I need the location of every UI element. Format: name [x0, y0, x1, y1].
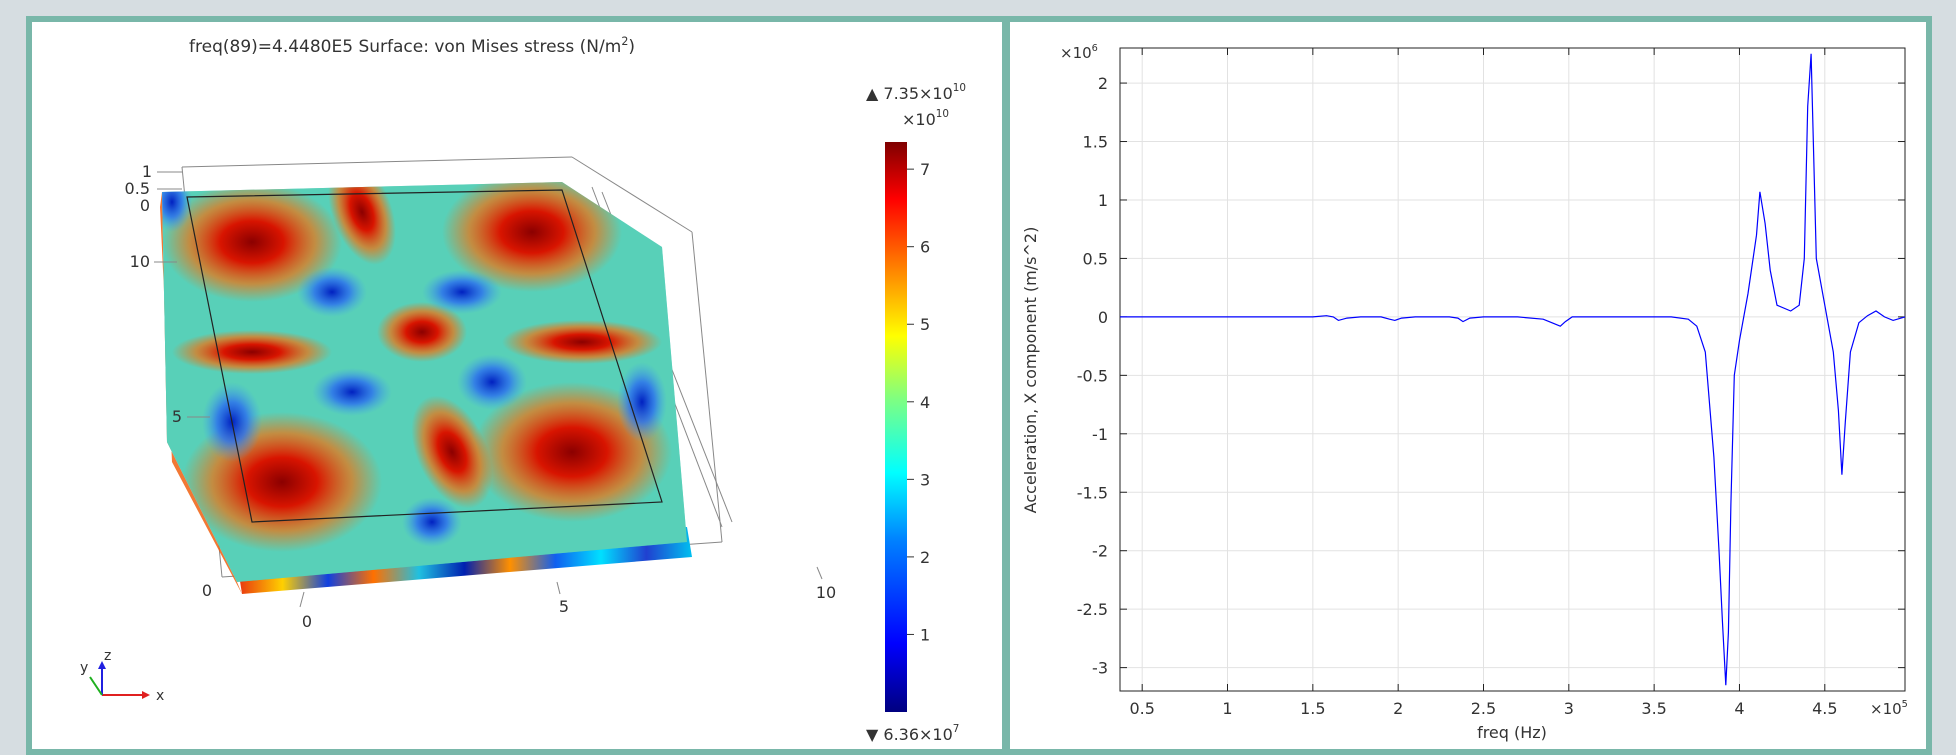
y-tick-label: 2: [1098, 74, 1108, 93]
y-tick-label: -2.5: [1077, 600, 1108, 619]
x-tick-label: 1: [1222, 699, 1232, 718]
x-tick-label: 2: [1393, 699, 1403, 718]
stress-surface-plot: freq(89)=4.4480E5 Surface: von Mises str…: [80, 35, 966, 744]
colorbar-tick-label: 2: [920, 548, 930, 567]
y-tick-label: 0: [202, 581, 212, 600]
z-tick-label: 0.5: [125, 179, 150, 198]
stress-surface-panel: freq(89)=4.4480E5 Surface: von Mises str…: [26, 16, 1008, 755]
acceleration-line-chart: 0.5 1 1.5 2 2.5 3 3.5 4 4.5 2 1.5 1 0.5 0 -0.5 -1 -1.5 -…: [1021, 43, 1908, 742]
x-axis-ticks: 0.5 1 1.5 2 2.5 3 3.5 4 4.5: [1129, 48, 1838, 718]
y-tick-label: 5: [172, 407, 182, 426]
y-axis-label: Acceleration, X component (m/s^2): [1021, 227, 1040, 514]
plate-left-face: [160, 192, 242, 594]
y-tick-label: -2: [1092, 542, 1108, 561]
y-tick-label: 0.5: [1083, 249, 1108, 268]
axis-3d-labels: 1 0.5 0 10 5 0 0 5 10: [125, 162, 837, 631]
y-multiplier-label: ×106: [1060, 43, 1098, 62]
y-tick-label: 10: [130, 252, 150, 271]
chart-grid: [1120, 48, 1905, 691]
colorbar-tick-label: 4: [920, 393, 930, 412]
y-tick-label: -1: [1092, 425, 1108, 444]
colorbar-min-label: ▼ 6.36×107: [866, 723, 959, 744]
y-tick-label: -3: [1092, 659, 1108, 678]
domain-outline: [186, 189, 663, 523]
y-axis-ticks: 2 1.5 1 0.5 0 -0.5 -1 -1.5 -2 -2.5 -3: [1077, 74, 1905, 678]
surface-plot-title: freq(89)=4.4480E5 Surface: von Mises str…: [189, 35, 635, 57]
x-tick-label: 4: [1734, 699, 1744, 718]
colorbar-tick-label: 7: [920, 160, 930, 179]
x-tick-label: 5: [559, 597, 569, 616]
y-tick-label: 0: [1098, 308, 1108, 327]
acceleration-series-line: [1120, 53, 1906, 686]
colorbar-tick-label: 3: [920, 470, 930, 489]
colorbar-scale-label: ×1010: [902, 108, 949, 129]
y-tick-label: -0.5: [1077, 366, 1108, 385]
x-multiplier-label: ×105: [1870, 699, 1908, 718]
colorbar-tick-label: 5: [920, 315, 930, 334]
acceleration-chart-panel: 0.5 1 1.5 2 2.5 3 3.5 4 4.5 2 1.5 1 0.5 0 -0.5 -1 -1.5 -…: [1004, 16, 1932, 755]
colorbar-ticks: 1 2 3 4 5 6 7: [907, 160, 930, 644]
triad-y-label: y: [80, 660, 88, 676]
z-tick-label: 0: [140, 196, 150, 215]
triad-z-label: z: [104, 648, 111, 664]
z-tick-label: 1: [142, 162, 152, 181]
color-legend: ▲ 7.35×1010 ×1010 1 2 3 4 5 6 7 ▼ 6.36×107: [866, 82, 966, 744]
x-tick-label: 3.5: [1641, 699, 1666, 718]
plate-top-surface: [162, 182, 687, 582]
x-tick-label: 3: [1564, 699, 1574, 718]
colorbar-tick-label: 6: [920, 238, 930, 257]
y-tick-label: 1.5: [1083, 133, 1108, 152]
y-tick-label: 1: [1098, 191, 1108, 210]
colorbar: [885, 142, 907, 712]
colorbar-max-label: ▲ 7.35×1010: [866, 82, 966, 103]
triad-x-label: x: [156, 688, 164, 704]
colorbar-tick-label: 1: [920, 625, 930, 644]
x-tick-label: 1.5: [1300, 699, 1325, 718]
x-axis-label: freq (Hz): [1477, 723, 1547, 742]
x-tick-label: 2.5: [1471, 699, 1496, 718]
x-tick-label: 0.5: [1129, 699, 1154, 718]
orientation-triad: x y z: [80, 648, 164, 704]
x-tick-label: 0: [302, 612, 312, 631]
y-tick-label: -1.5: [1077, 483, 1108, 502]
x-tick-label: 10: [816, 583, 836, 602]
plot-area-frame: [1119, 47, 1906, 692]
x-tick-label: 4.5: [1812, 699, 1837, 718]
axis-3d-ticks: [154, 171, 823, 608]
